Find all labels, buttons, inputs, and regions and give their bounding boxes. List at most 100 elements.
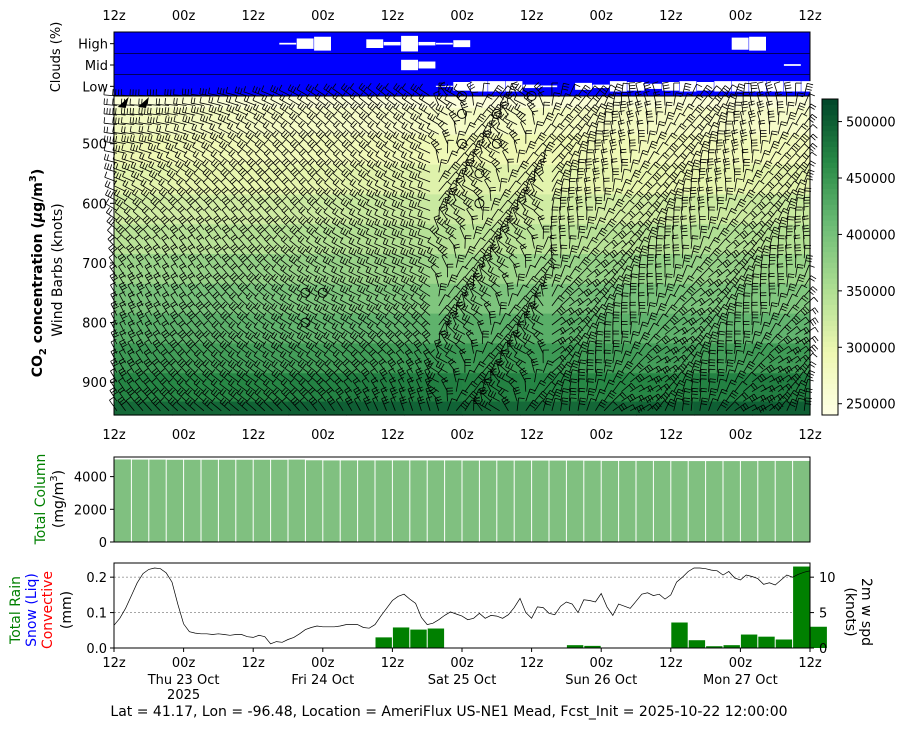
wind-barb (357, 312, 370, 326)
wind-barb (508, 293, 519, 307)
wind-barb (603, 359, 612, 373)
wind-barb (558, 206, 566, 221)
wind-barb (786, 346, 802, 356)
wind-barb (159, 206, 170, 221)
wind-barb (247, 244, 257, 259)
wind-barb (497, 235, 509, 249)
wind-barb (435, 103, 448, 116)
wind-barb (725, 369, 736, 383)
wind-barb (795, 363, 810, 373)
wind-barb (499, 85, 513, 97)
wind-barb (603, 218, 617, 230)
wind-barb (375, 121, 387, 135)
wind-barb (306, 350, 318, 364)
wind-barb (182, 106, 196, 116)
wind-barb (374, 294, 387, 307)
wind-barb (760, 171, 774, 183)
wind-barb (760, 353, 775, 364)
wind-barb (186, 310, 196, 326)
wind-barb (708, 398, 719, 411)
wind-barb (417, 238, 431, 249)
wind-barb (795, 254, 802, 268)
wind-barb (221, 282, 231, 297)
wind-barb (429, 349, 440, 364)
wind-barb (110, 358, 119, 373)
co2-cell (172, 107, 231, 136)
wind-barb (751, 311, 759, 326)
wind-barb (769, 172, 783, 183)
wind-barb (417, 228, 431, 240)
wind-barb (348, 275, 361, 288)
wind-barb (461, 167, 468, 182)
wind-barb (708, 216, 717, 230)
wind-barb (427, 236, 440, 249)
wind-barb (210, 388, 222, 402)
wind-barb (551, 102, 563, 116)
wind-barb (734, 168, 741, 182)
wind-barb (496, 380, 509, 393)
wind-barb (130, 143, 144, 154)
co2-cell (462, 401, 521, 416)
wind-barb (795, 82, 802, 97)
wind-barb (551, 123, 565, 135)
wind-barb (513, 342, 526, 354)
wind-barb (193, 368, 205, 383)
wind-barb (483, 300, 492, 316)
wind-barb (272, 225, 283, 240)
wind-barb (376, 102, 387, 116)
wind-barb (306, 206, 318, 221)
wind-barb (664, 304, 678, 316)
wind-barb (722, 148, 730, 163)
wind-barb (508, 314, 522, 326)
wind-barb (230, 196, 240, 211)
time-tick-label: 12z (381, 428, 405, 443)
wind-barb (786, 162, 801, 173)
wind-barb (453, 119, 461, 135)
wind-barb (247, 215, 257, 230)
wind-barb (708, 206, 715, 221)
wind-barb (367, 101, 379, 116)
wind-barb (795, 206, 802, 221)
wind-barb (230, 215, 240, 230)
total-column-bar (775, 460, 793, 542)
wind-barb (177, 196, 187, 211)
wind-barb (374, 275, 387, 288)
wind-barb (253, 360, 266, 374)
wind-barb (226, 113, 239, 125)
colorbar-tick-label: 500000 (846, 116, 896, 131)
wind-barb (595, 112, 606, 125)
colorbar-segment (822, 399, 838, 405)
wind-barb (298, 177, 309, 192)
wind-barb (663, 234, 670, 249)
wind-barb (192, 150, 205, 164)
wind-barb (647, 235, 657, 249)
wind-barb (569, 287, 584, 297)
wind-barb (742, 302, 750, 316)
wind-barb (682, 378, 693, 392)
wind-barb (803, 160, 816, 173)
wind-barb (149, 178, 161, 192)
wind-barb (522, 84, 535, 97)
wind-barb (138, 116, 152, 125)
wind-barb (769, 344, 784, 354)
wind-barb (349, 83, 361, 97)
wind-barb (664, 390, 678, 402)
wind-barb (690, 266, 704, 278)
wind-barb (777, 162, 792, 173)
wind-barb (447, 398, 458, 411)
wind-barb (795, 264, 804, 278)
wind-barb (568, 123, 583, 135)
wind-barb (654, 253, 662, 268)
wind-barb (368, 340, 379, 354)
wind-barb (348, 217, 361, 230)
wind-barb (306, 226, 318, 240)
wind-barb (110, 348, 118, 364)
wind-barb (227, 369, 239, 383)
wind-barb (147, 116, 161, 125)
wind-barb (289, 235, 300, 249)
wind-barb (288, 303, 300, 316)
wind-barb (621, 302, 628, 316)
wind-barb (568, 235, 577, 249)
wind-barb (638, 342, 652, 354)
wind-barb (629, 311, 637, 326)
